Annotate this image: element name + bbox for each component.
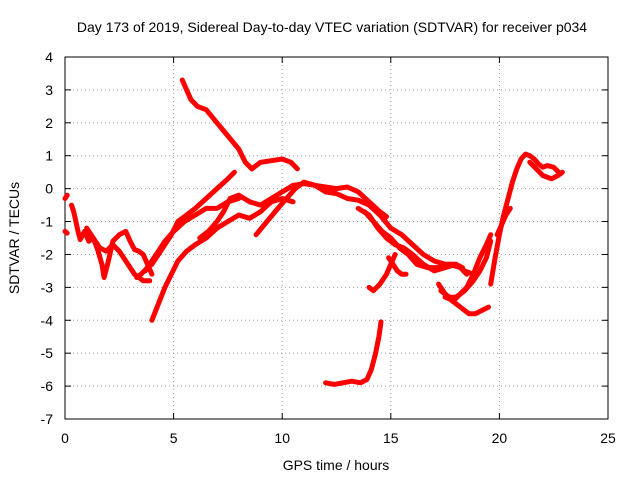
y-tick-label: 3: [45, 82, 53, 98]
series-arc-2: [62, 228, 70, 236]
series-arc-10: [253, 179, 476, 277]
axis-ticks: [64, 56, 609, 420]
x-tick-label: 5: [170, 430, 178, 446]
series-arc-19: [488, 151, 563, 287]
y-tick-label: 0: [45, 181, 53, 197]
y-axis-label: SDTVAR / TECUs: [6, 182, 22, 294]
x-tick-label: 20: [492, 430, 508, 446]
x-tick-labels: 0 5 10 15 20 25: [61, 430, 616, 446]
y-tick-label: -7: [41, 411, 54, 427]
series-arc-3: [69, 202, 155, 280]
x-tick-label: 0: [61, 430, 69, 446]
series-arc-12: [355, 205, 465, 274]
series-arc-8: [179, 77, 300, 172]
y-tick-label: -1: [41, 214, 54, 230]
plot-frame: [64, 56, 609, 420]
grid: [65, 57, 608, 419]
y-tick-labels: -7 -6 -5 -4 -3 -2 -1 0 1 2 3 4: [41, 49, 54, 427]
series-group: [62, 77, 565, 387]
series-arc-21: [494, 205, 513, 238]
x-tick-label: 15: [383, 430, 399, 446]
x-tick-label: 25: [600, 430, 616, 446]
y-tick-label: -3: [41, 279, 54, 295]
y-tick-label: -2: [41, 246, 54, 262]
series-arc-15: [323, 319, 384, 387]
series-arc-6: [142, 196, 242, 274]
series-arc-20: [527, 159, 565, 182]
series-arc-14: [366, 252, 398, 294]
series-arc-18: [442, 232, 494, 303]
y-tick-label: -4: [41, 312, 54, 328]
x-tick-label: 10: [274, 430, 290, 446]
series-arc-1: [62, 192, 70, 201]
y-tick-label: 2: [45, 115, 53, 131]
series-arc-7: [149, 196, 296, 323]
y-tick-label: 4: [45, 49, 53, 65]
y-tick-label: -5: [41, 345, 54, 361]
y-tick-label: 1: [45, 148, 53, 164]
chart-title: Day 173 of 2019, Sidereal Day-to-day VTE…: [77, 19, 587, 35]
series-arc-9: [197, 181, 389, 241]
x-axis-label: GPS time / hours: [283, 457, 390, 473]
y-tick-label: -6: [41, 378, 54, 394]
